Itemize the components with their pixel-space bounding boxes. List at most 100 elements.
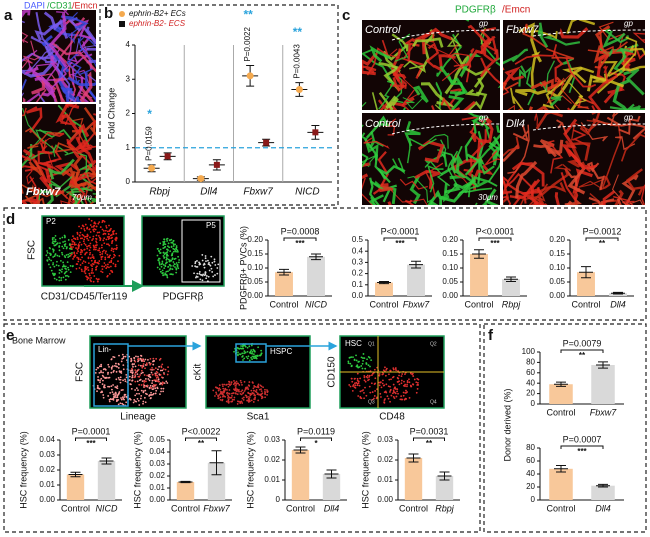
event (397, 392, 399, 395)
event (158, 257, 161, 260)
event (225, 400, 228, 403)
p-value: P<0.0001 (381, 226, 420, 236)
event (88, 249, 91, 252)
event (160, 263, 163, 266)
vessel (362, 64, 363, 66)
event (132, 401, 135, 404)
event (164, 368, 167, 371)
event (77, 247, 80, 250)
event (161, 260, 164, 263)
vessel (24, 195, 45, 204)
event (113, 356, 116, 359)
event (121, 353, 124, 356)
x-tick-label: NICD (305, 299, 327, 309)
event (60, 259, 62, 262)
event (211, 271, 214, 273)
event (228, 381, 231, 383)
y-tick-label: 0.20 (549, 235, 565, 244)
bracket (560, 445, 604, 449)
event (226, 388, 228, 391)
p-value: P=0.0008 (281, 226, 320, 236)
error-bar (377, 280, 391, 285)
error-bar (68, 471, 83, 478)
event (114, 265, 117, 268)
vessel (421, 27, 453, 55)
event (142, 383, 145, 386)
event (411, 373, 414, 376)
event (250, 349, 253, 352)
event (134, 369, 137, 372)
event (115, 232, 118, 235)
event (398, 383, 401, 386)
event (91, 256, 94, 259)
event (107, 371, 109, 374)
event (62, 261, 65, 264)
event (151, 368, 153, 371)
event (251, 350, 254, 353)
event (202, 273, 205, 276)
error-bar (596, 483, 610, 488)
event (161, 269, 164, 272)
event (159, 357, 162, 360)
bar (404, 458, 423, 500)
event (157, 259, 160, 262)
event (394, 388, 397, 390)
significance: * (147, 107, 152, 121)
vessel (587, 74, 619, 110)
event (62, 276, 65, 279)
vessel (23, 44, 58, 72)
event (101, 250, 104, 253)
vessel (22, 199, 28, 204)
event (105, 250, 107, 253)
event (84, 267, 87, 270)
vessel (51, 42, 96, 73)
vessel (503, 136, 520, 157)
event (152, 392, 155, 395)
stain-label: /CD31 (47, 0, 73, 10)
event (132, 365, 134, 368)
event (149, 376, 152, 379)
event (400, 382, 403, 385)
event (90, 277, 92, 279)
quadrant-label: Q1 (368, 341, 375, 347)
significance: * (314, 439, 318, 448)
event (156, 374, 159, 377)
event (103, 242, 106, 245)
event (67, 275, 70, 278)
gate-label: P2 (46, 217, 56, 226)
event (389, 391, 391, 393)
event (246, 357, 249, 360)
axis-label: Sca1 (247, 412, 270, 423)
event (51, 237, 54, 239)
event (237, 351, 239, 354)
event (109, 265, 112, 268)
event (214, 274, 216, 276)
event (104, 252, 107, 254)
event (221, 398, 224, 401)
vessel (83, 171, 96, 185)
event (95, 268, 97, 271)
event (95, 240, 97, 243)
event (128, 379, 131, 381)
event (353, 377, 356, 380)
axis-label: CD150 (327, 356, 338, 388)
event (366, 374, 369, 377)
event (76, 238, 79, 241)
event (120, 397, 122, 399)
event (198, 261, 200, 264)
y-tick-label: 0.5 (352, 235, 364, 244)
event (119, 402, 122, 405)
event (211, 261, 214, 264)
vessel (534, 113, 538, 126)
event (165, 380, 168, 383)
event (406, 385, 408, 388)
event (64, 240, 66, 243)
event (247, 395, 249, 398)
axis-label: Lineage (120, 412, 156, 423)
bar (322, 474, 341, 500)
event (81, 270, 83, 273)
event (85, 275, 88, 278)
axis-label: CD31/CD45/Ter119 (41, 292, 128, 303)
event (66, 274, 68, 277)
event (392, 368, 395, 371)
